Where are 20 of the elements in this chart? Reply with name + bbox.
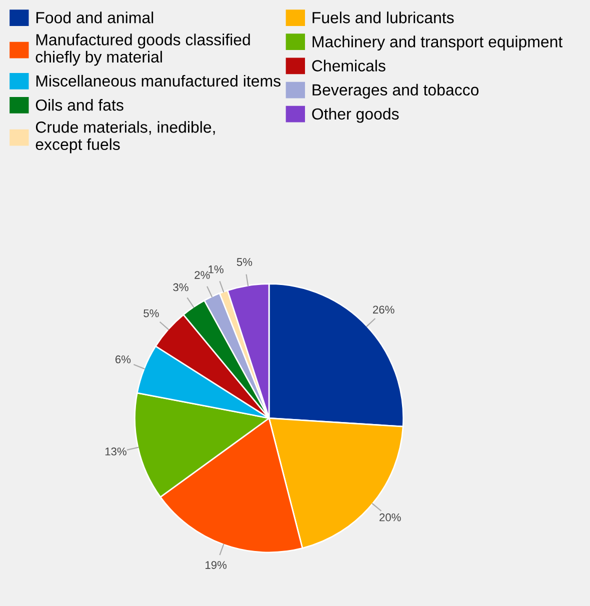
data-label: 6% xyxy=(115,355,131,364)
data-label: 5% xyxy=(236,258,252,266)
data-label: 19% xyxy=(206,561,227,569)
data-label: 2% xyxy=(194,271,210,279)
data-label: 5% xyxy=(144,309,159,318)
legend-label: Manufactured goods classified chiefly by material xyxy=(36,34,250,66)
data-label: 20% xyxy=(380,513,401,522)
legend-label: Oils and fats xyxy=(36,99,124,111)
legend-label: Miscellaneous manufactured items xyxy=(36,74,280,87)
data-label: 1% xyxy=(208,265,224,274)
data-label: 3% xyxy=(173,283,188,292)
legend-label: Beverages and tobacco xyxy=(312,84,479,99)
legend-label: Fuels and lubricants xyxy=(312,12,454,24)
legend-label: Crude materials, inedible, except fuels xyxy=(36,121,215,154)
data-label: 26% xyxy=(373,306,394,314)
legend-label: Machinery and transport equipment xyxy=(312,36,563,51)
legend-label: Chemicals xyxy=(312,60,386,72)
legend-label: Other goods xyxy=(312,108,399,123)
data-label: 13% xyxy=(105,448,126,456)
legend-label: Food and animal xyxy=(36,12,154,24)
